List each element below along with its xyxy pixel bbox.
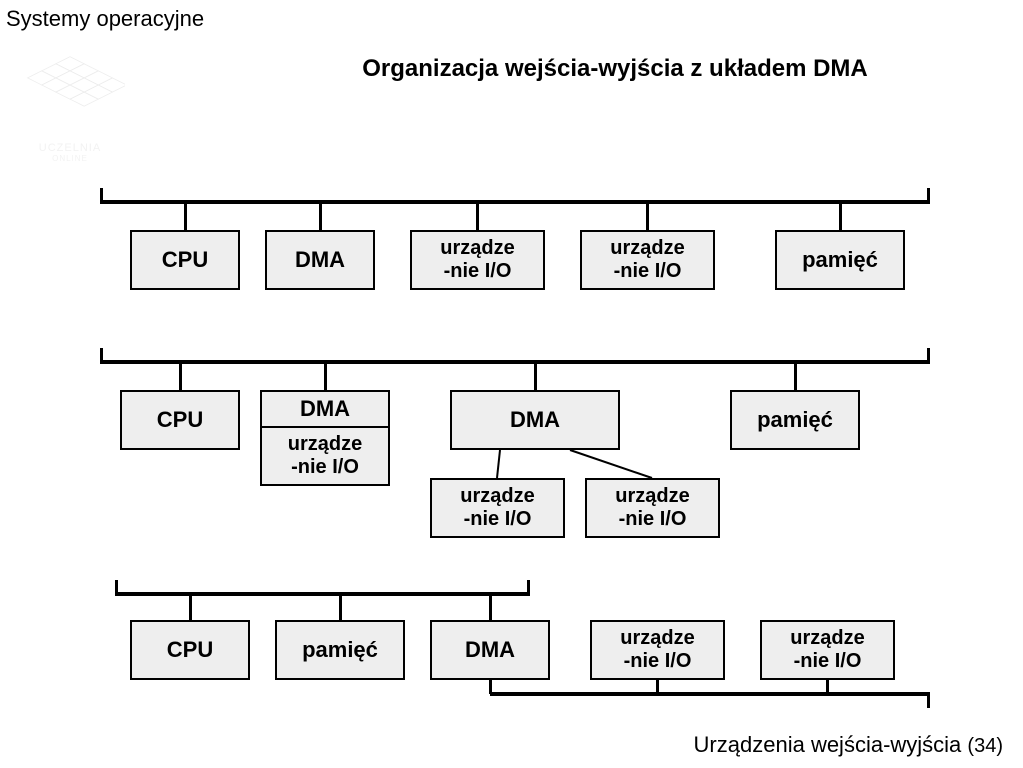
d1-box-io2: urządze -nie I/O: [580, 230, 715, 290]
d2-bus: [100, 360, 930, 364]
d3-bus1: [115, 592, 530, 596]
footer-page-num: (34): [967, 735, 1003, 757]
d1-bus: [100, 200, 930, 204]
d2-stub-mem: [794, 364, 797, 390]
d3-bus1-endcap-left: [115, 580, 118, 592]
d2-bus-endcap-left: [100, 348, 103, 360]
d3-box-ioa: urządze -nie I/O: [590, 620, 725, 680]
d1-stub-io2: [646, 204, 649, 230]
d2-box-dma2: DMA: [450, 390, 620, 450]
d1-stub-io1: [476, 204, 479, 230]
logo-watermark: UCZELNIA ONLINE: [15, 50, 125, 163]
d3-bus2: [490, 692, 930, 696]
d1-stub-mem: [839, 204, 842, 230]
d3-stub-mem: [339, 596, 342, 620]
d3-stub-ioa: [656, 680, 659, 694]
d2-stub-dma1: [324, 364, 327, 390]
d1-bus-endcap-left: [100, 188, 103, 200]
d1-box-cpu: CPU: [130, 230, 240, 290]
d3-stub-dma: [489, 596, 492, 620]
d1-stub-cpu: [184, 204, 187, 230]
d2-stub-dma2: [534, 364, 537, 390]
d3-bus1-endcap-right: [527, 580, 530, 592]
footer: Urządzenia wejścia-wyjścia (34): [694, 732, 1003, 758]
d3-stub-dma-down: [489, 680, 492, 694]
course-header: Systemy operacyjne: [6, 6, 204, 32]
logo-sublabel: ONLINE: [15, 154, 125, 163]
d1-box-io1: urządze -nie I/O: [410, 230, 545, 290]
d1-stub-dma: [319, 204, 322, 230]
d3-stub-iob: [826, 680, 829, 694]
d1-bus-endcap-right: [927, 188, 930, 200]
d3-box-mem: pamięć: [275, 620, 405, 680]
d2-box-mem: pamięć: [730, 390, 860, 450]
d1-box-mem: pamięć: [775, 230, 905, 290]
d2-stub-cpu: [179, 364, 182, 390]
footer-text: Urządzenia wejścia-wyjścia: [694, 732, 968, 757]
d3-box-cpu: CPU: [130, 620, 250, 680]
d3-box-iob: urządze -nie I/O: [760, 620, 895, 680]
d2-box-io-under-dma: urządze -nie I/O: [260, 426, 390, 486]
page-title: Organizacja wejścia-wyjścia z układem DM…: [300, 55, 930, 83]
d3-bus2-endcap-right: [927, 696, 930, 708]
logo-label: UCZELNIA: [15, 142, 125, 154]
d2-box-cpu: CPU: [120, 390, 240, 450]
d3-box-dma: DMA: [430, 620, 550, 680]
d2-box-dma-top: DMA: [260, 390, 390, 428]
d2-box-io2b: urządze -nie I/O: [585, 478, 720, 538]
d3-stub-cpu: [189, 596, 192, 620]
d1-box-dma: DMA: [265, 230, 375, 290]
d2-bus-endcap-right: [927, 348, 930, 360]
d2-box-io2a: urządze -nie I/O: [430, 478, 565, 538]
